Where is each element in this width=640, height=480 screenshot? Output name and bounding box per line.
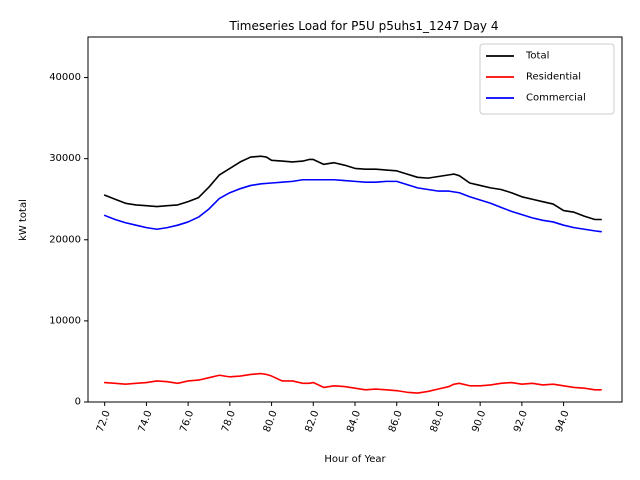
series-layer — [103, 155, 602, 394]
y-tick-label: 0 — [75, 397, 81, 408]
series-line-total — [103, 155, 602, 221]
series-line-residential — [103, 372, 602, 394]
y-axis: 0 10000 20000 30000 40000 — [49, 72, 88, 408]
legend-box — [479, 43, 615, 115]
y-tick-label: 40000 — [49, 72, 81, 83]
y-tick-label: 10000 — [49, 315, 81, 326]
y-tick-label: 20000 — [49, 234, 81, 245]
legend-label-total: Total — [525, 51, 549, 62]
legend-label-commercial: Commercial — [526, 93, 586, 104]
chart-title: Timeseries Load for P5U p5uhs1_1247 Day … — [229, 19, 499, 33]
series-line-commercial — [103, 178, 602, 233]
legend: Total Residential Commercial — [479, 43, 615, 115]
legend-label-residential: Residential — [526, 72, 581, 83]
y-tick-label: 30000 — [49, 153, 81, 164]
x-axis-label: Hour of Year — [324, 454, 386, 465]
y-axis-label: kW total — [18, 199, 29, 241]
